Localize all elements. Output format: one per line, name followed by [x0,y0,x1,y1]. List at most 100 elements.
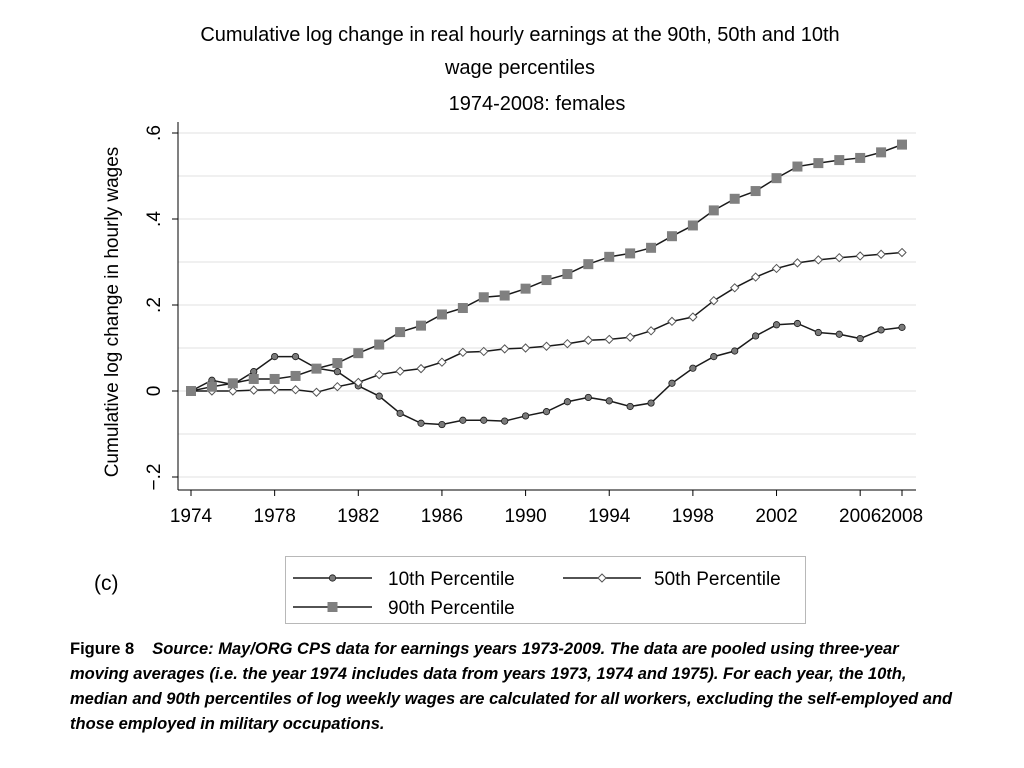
data-point-p90 [666,231,677,242]
data-point-p10 [668,379,676,387]
data-point-p10 [626,402,634,411]
data-point-p90 [332,358,343,369]
data-point-p90 [499,290,510,301]
data-point-p50 [897,247,907,258]
chart-title: Cumulative log change in real hourly ear… [0,19,1024,85]
data-point-p50 [834,252,844,263]
data-point-p90 [520,283,531,294]
data-point-p90 [813,158,824,169]
data-point-p50 [520,343,531,353]
data-point-p50 [228,386,238,396]
data-point-p10 [772,321,781,329]
data-point-p90 [625,248,636,259]
data-point-p10 [752,332,760,340]
data-point-p10 [731,347,739,355]
data-point-p90 [353,348,364,359]
data-point-p10 [333,368,341,376]
data-point-p10 [250,368,258,376]
data-point-p50 [395,366,405,376]
data-point-p10 [459,416,467,424]
legend-marker [328,574,337,582]
data-point-p10 [689,364,697,372]
data-point-p10 [375,392,383,400]
data-point-p50 [709,295,719,306]
data-point-p90 [646,242,657,253]
data-point-p90 [248,373,259,384]
x-tick-label: 1978 [254,506,296,527]
data-point-p90 [562,269,573,280]
data-point-p90 [604,251,615,262]
data-point-p90 [583,259,594,270]
data-point-p90 [478,292,489,303]
data-point-p50 [771,263,782,274]
x-tick-label: 2002 [755,506,797,527]
data-point-p10 [396,409,404,417]
y-tick-label: 0 [144,386,165,397]
data-point-p10 [542,408,551,416]
data-point-p50 [437,357,447,367]
legend-label: 50th Percentile [654,569,781,590]
data-point-p90 [729,193,740,204]
data-point-p90 [708,205,719,216]
data-point-p50 [541,341,552,351]
data-point-p90 [771,173,782,184]
data-point-p50 [688,312,698,322]
x-tick-label: 2008 [881,506,923,527]
x-tick-label: 1982 [337,506,379,527]
data-point-p90 [436,309,447,320]
legend [285,556,806,624]
data-point-p90 [416,320,427,331]
data-point-p50 [499,344,510,354]
data-point-p50 [813,255,824,265]
data-point-p90 [395,327,406,338]
data-point-p90 [855,152,866,163]
data-point-p90 [269,373,280,384]
data-point-p50 [604,334,614,345]
chart-title-line-1: Cumulative log change in real hourly ear… [200,24,840,46]
data-point-p10 [501,417,509,425]
data-point-p10 [856,334,864,343]
legend-label: 90th Percentile [388,598,515,619]
y-tick-label: .4 [144,211,165,227]
data-point-p50 [876,249,886,259]
data-point-p90 [227,378,238,389]
data-point-p10 [291,352,300,361]
data-point-p50 [249,385,259,395]
data-point-p50 [646,326,656,336]
data-point-p10 [521,412,530,420]
data-point-p90 [457,303,468,314]
data-point-p50 [729,283,740,293]
data-point-p50 [583,335,594,345]
data-point-p90 [897,139,907,150]
data-point-p10 [417,419,425,427]
data-point-p50 [750,272,761,282]
data-point-p90 [792,161,803,172]
figure-caption: Figure 8 Source: May/ORG CPS data for ear… [70,637,960,737]
data-point-p10 [647,399,655,407]
data-point-p10 [584,393,592,402]
data-point-p10 [710,352,718,361]
data-point-p10 [480,416,488,424]
legend-marker [597,573,607,583]
data-point-p90 [834,155,845,166]
y-tick-label: −.2 [144,464,165,491]
data-point-p90 [687,220,698,231]
data-point-p10 [814,328,822,337]
data-point-p50 [479,346,489,357]
data-point-p10 [898,323,906,331]
x-tick-label: 1994 [588,506,631,527]
data-point-p50 [290,385,301,395]
data-point-p50 [458,347,468,358]
data-point-p10 [563,398,572,406]
y-axis-label: Cumulative log change in hourly wages [102,147,123,478]
data-point-p50 [625,332,635,342]
caption-text: Source: May/ORG CPS data for earnings ye… [70,640,953,733]
data-point-p90 [206,381,217,392]
data-point-p90 [876,147,887,158]
legend-marker [327,602,338,612]
data-point-p10 [877,326,885,334]
x-tick-label: 1998 [672,506,714,527]
data-point-p90 [374,339,385,350]
data-point-p10 [605,397,613,405]
